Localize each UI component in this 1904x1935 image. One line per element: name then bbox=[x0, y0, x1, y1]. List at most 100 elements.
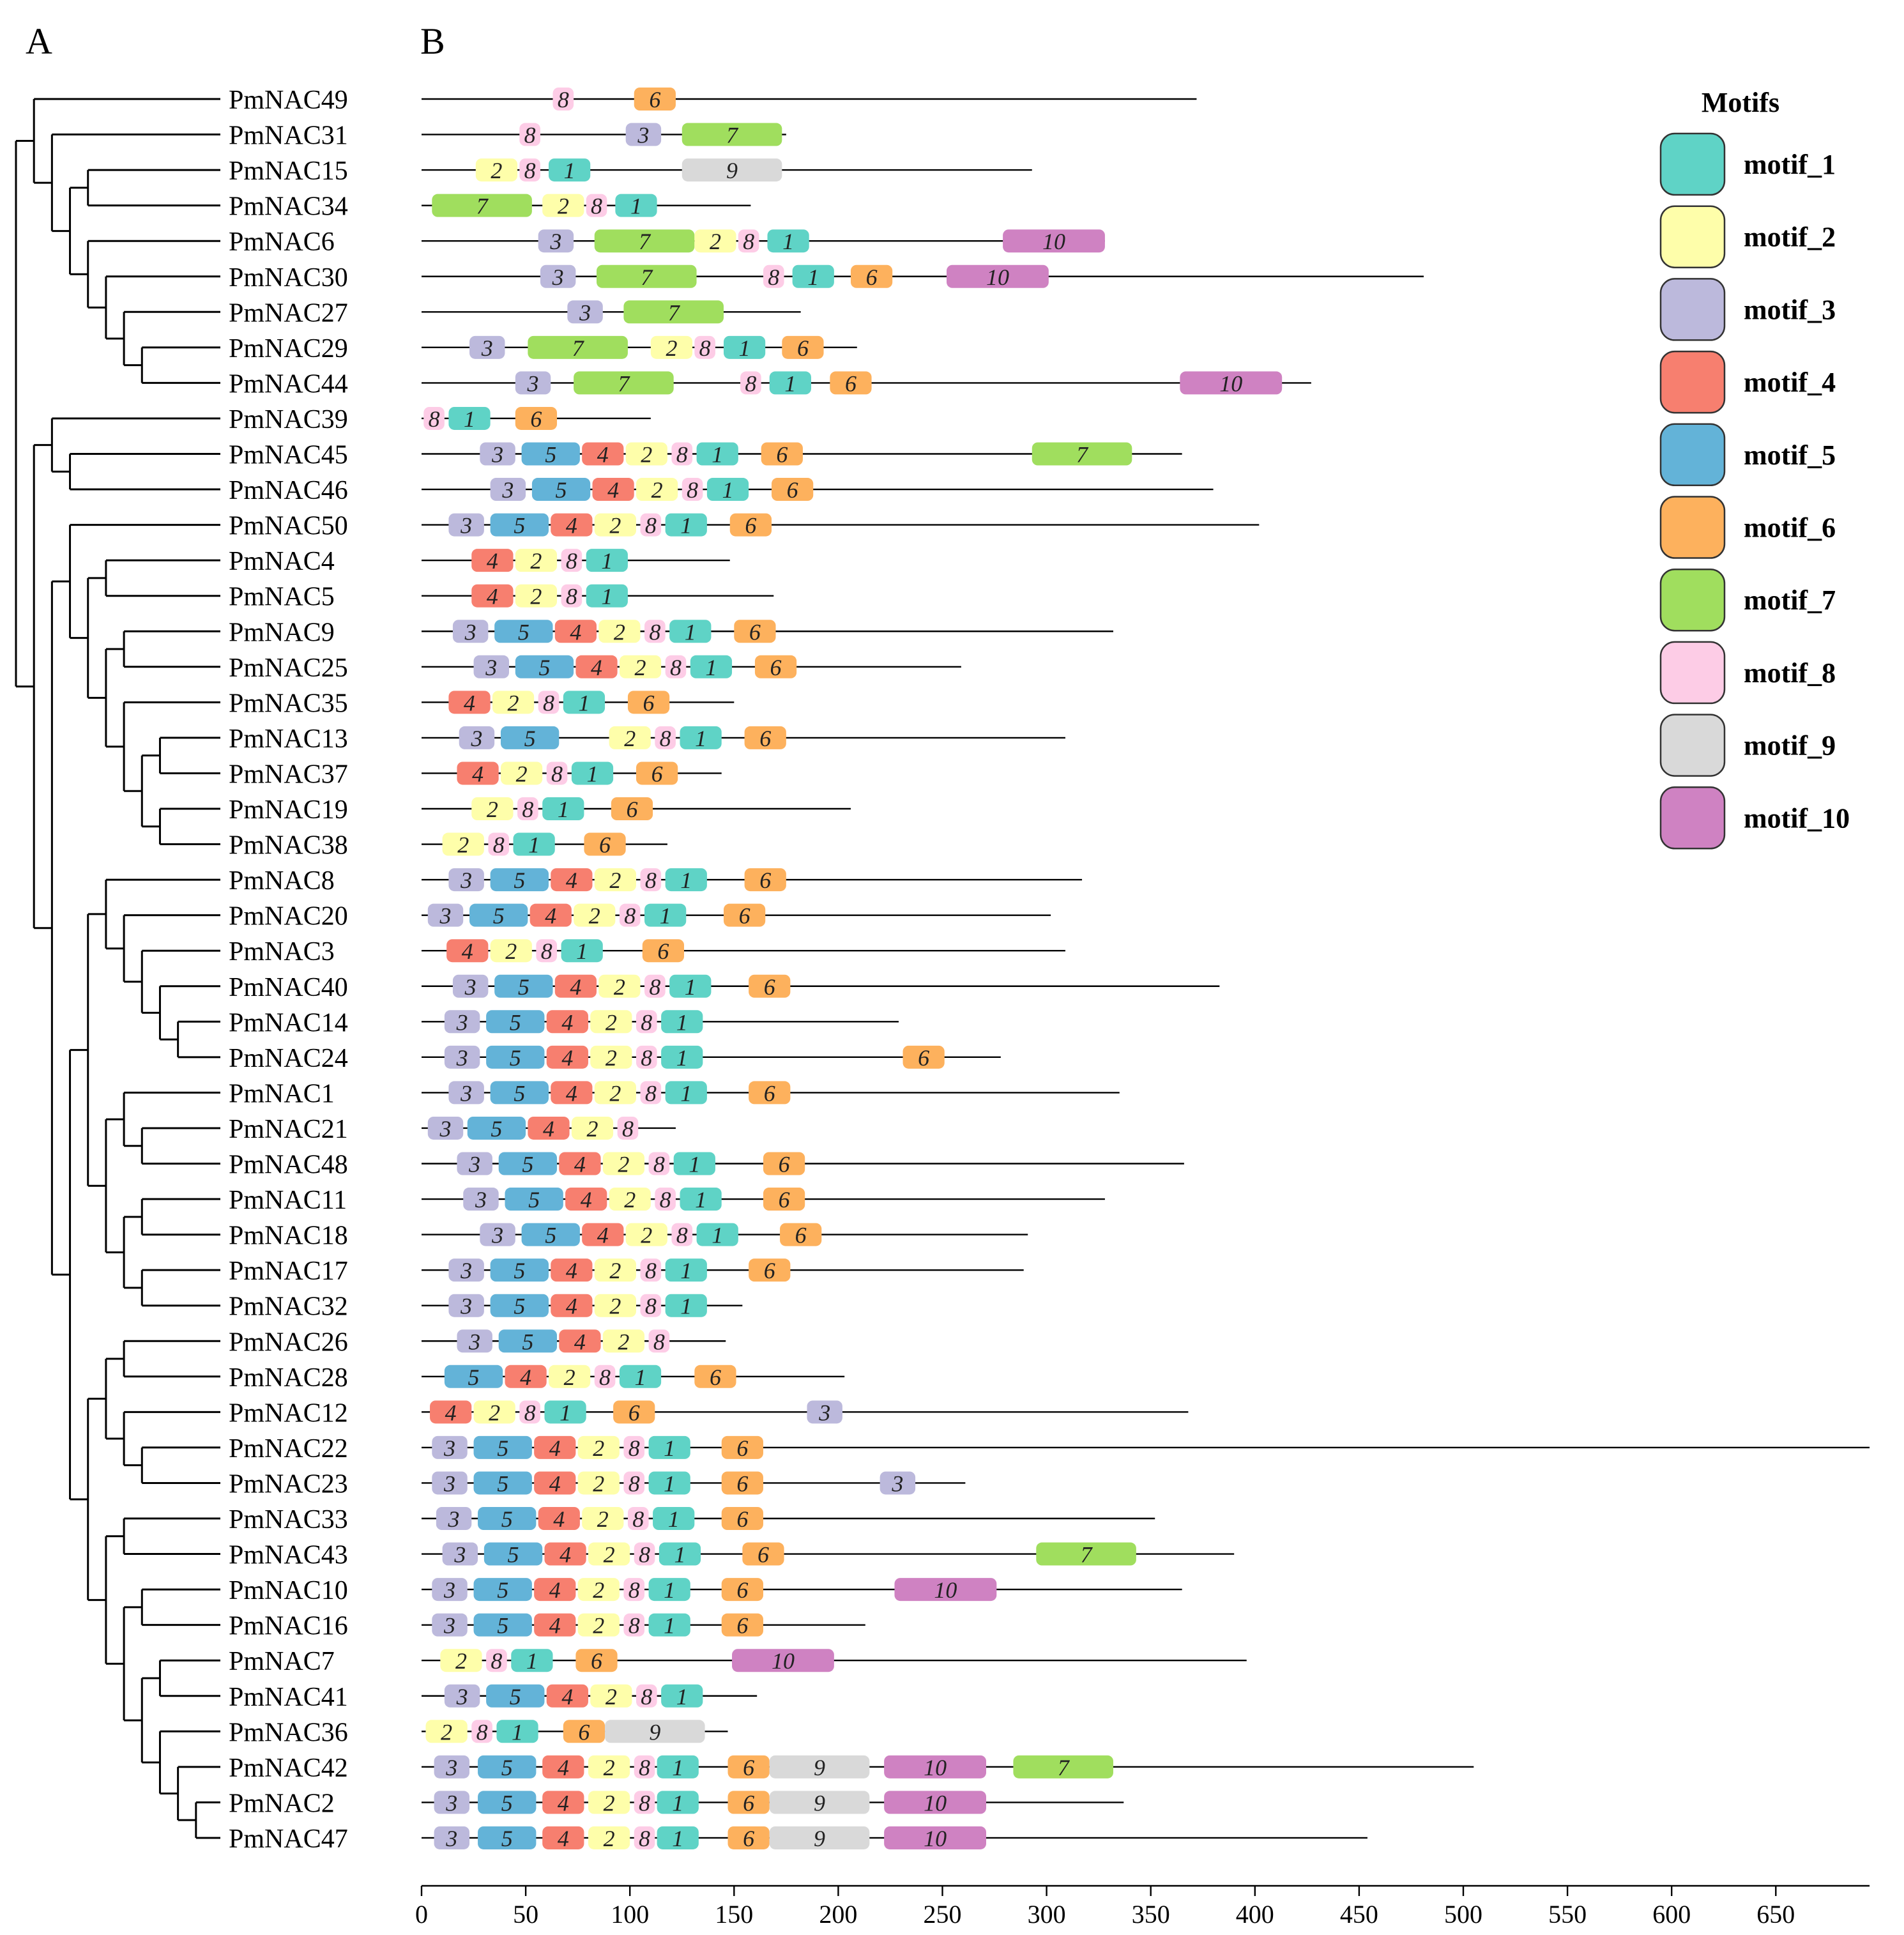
motif-8-box bbox=[546, 761, 568, 785]
motif-number-label: 8 bbox=[493, 832, 505, 858]
motif-8-box bbox=[488, 832, 510, 856]
motif-number-label: 2 bbox=[505, 938, 517, 964]
motif-number-label: 8 bbox=[524, 1400, 536, 1425]
motif-3-box bbox=[434, 1755, 470, 1778]
motif-number-label: 8 bbox=[676, 1223, 688, 1248]
gene-label: PmNAC28 bbox=[229, 1363, 348, 1393]
motif-number-label: 1 bbox=[676, 1684, 688, 1709]
gene-label: PmNAC15 bbox=[229, 157, 348, 186]
motif-number-label: 6 bbox=[710, 1365, 721, 1390]
motif-number-label: 2 bbox=[666, 335, 677, 361]
gene-label: PmNAC30 bbox=[229, 263, 348, 293]
motif-8-box bbox=[640, 1294, 662, 1317]
motif-8-box bbox=[644, 620, 666, 643]
motif-number-label: 2 bbox=[605, 1684, 617, 1709]
motif-number-label: 1 bbox=[680, 1080, 692, 1106]
gene-label: PmNAC22 bbox=[229, 1434, 348, 1464]
motif-8-box bbox=[623, 1435, 645, 1459]
motif-number-label: 8 bbox=[645, 868, 657, 893]
motif-number-label: 6 bbox=[578, 1719, 590, 1745]
motif-4-box bbox=[534, 1578, 576, 1602]
motif-number-label: 4 bbox=[566, 513, 577, 539]
motif-1-box bbox=[792, 264, 834, 288]
motif-8-box bbox=[634, 1791, 655, 1814]
motif-number-label: 6 bbox=[736, 1506, 748, 1532]
motif-6-box bbox=[744, 868, 786, 892]
motif-number-label: 3 bbox=[818, 1400, 830, 1425]
motif-number-label: 1 bbox=[664, 1577, 675, 1603]
motif-number-label: 1 bbox=[689, 1152, 700, 1177]
motif-number-label: 8 bbox=[639, 1790, 650, 1816]
motif-4-box bbox=[544, 1542, 586, 1566]
motif-10-box bbox=[884, 1755, 987, 1778]
motif-number-label: 5 bbox=[497, 1471, 508, 1496]
x-axis-tick-label: 550 bbox=[1548, 1900, 1587, 1929]
motif-8-box bbox=[519, 1400, 540, 1424]
motif-number-label: 4 bbox=[566, 1080, 577, 1106]
gene-label: PmNAC35 bbox=[229, 689, 348, 718]
motif-number-label: 1 bbox=[685, 974, 696, 1000]
motif-6-box bbox=[627, 691, 670, 714]
motif-6-box bbox=[744, 726, 786, 749]
motif-3-box bbox=[434, 1826, 470, 1849]
motif-3-box bbox=[452, 974, 489, 998]
motif-1-box bbox=[769, 371, 811, 395]
motif-number-label: 8 bbox=[622, 1116, 634, 1142]
motif-2-box bbox=[473, 1400, 515, 1424]
motif-number-label: 3 bbox=[501, 477, 514, 503]
gene-label: PmNAC47 bbox=[229, 1824, 348, 1854]
motif-3-box bbox=[463, 1188, 499, 1211]
motif-8-box bbox=[423, 406, 445, 430]
gene-track: 2 8 1 6 10 bbox=[422, 1648, 1247, 1674]
motif-number-label: 4 bbox=[543, 1116, 554, 1142]
motif-number-label: 8 bbox=[676, 442, 688, 468]
gene-label: PmNAC31 bbox=[229, 121, 348, 151]
motif-number-label: 5 bbox=[514, 868, 525, 893]
motif-number-label: 2 bbox=[508, 690, 519, 715]
motif-number-label: 2 bbox=[635, 655, 646, 680]
motif-number-label: 1 bbox=[630, 194, 642, 219]
motif-5-box bbox=[486, 1045, 545, 1069]
motif-number-label: 3 bbox=[491, 1223, 503, 1248]
motif-number-label: 3 bbox=[460, 513, 472, 539]
motif-number-label: 6 bbox=[739, 903, 750, 929]
gene-track: 3 5 4 2 8 1 6 10 bbox=[422, 1577, 1182, 1603]
gene-label: PmNAC6 bbox=[229, 227, 335, 257]
motif-number-label: 5 bbox=[528, 1187, 540, 1212]
motif-2-box bbox=[609, 1188, 651, 1211]
motif-number-label: 4 bbox=[445, 1400, 457, 1425]
motif-8-box bbox=[627, 1507, 649, 1530]
motif-number-label: 8 bbox=[632, 1506, 644, 1532]
motif-number-label: 2 bbox=[487, 797, 498, 822]
motif-8-box bbox=[740, 371, 761, 395]
motif-number-label: 9 bbox=[814, 1790, 825, 1816]
motif-number-label: 10 bbox=[924, 1826, 947, 1851]
motif-6-box bbox=[721, 1578, 763, 1602]
motif-2-box bbox=[574, 903, 616, 927]
motif-9-box bbox=[605, 1720, 705, 1743]
motif-number-label: 2 bbox=[651, 477, 663, 503]
motif-number-label: 9 bbox=[814, 1826, 825, 1851]
motif-number-label: 6 bbox=[770, 655, 782, 680]
motif-number-label: 1 bbox=[680, 513, 692, 539]
motif-8-box bbox=[738, 229, 759, 253]
motif-number-label: 8 bbox=[543, 690, 554, 715]
motif-5-box bbox=[478, 1507, 537, 1530]
gene-name-column: PmNAC49 PmNAC31 PmNAC15 PmNAC34 PmNAC6 PmNAC3… bbox=[229, 86, 348, 1854]
gene-label: PmNAC1 bbox=[229, 1079, 335, 1108]
motif-number-label: 5 bbox=[522, 1152, 533, 1177]
motif-8-box bbox=[623, 1578, 645, 1602]
motif-number-label: 6 bbox=[591, 1648, 602, 1674]
legend-label: motif_10 bbox=[1744, 802, 1850, 834]
motif-number-label: 3 bbox=[453, 1542, 466, 1568]
motif-10-box bbox=[894, 1578, 997, 1602]
motif-5-box bbox=[469, 903, 528, 927]
motif-number-label: 6 bbox=[779, 1152, 790, 1177]
motif-8-box bbox=[552, 88, 574, 111]
